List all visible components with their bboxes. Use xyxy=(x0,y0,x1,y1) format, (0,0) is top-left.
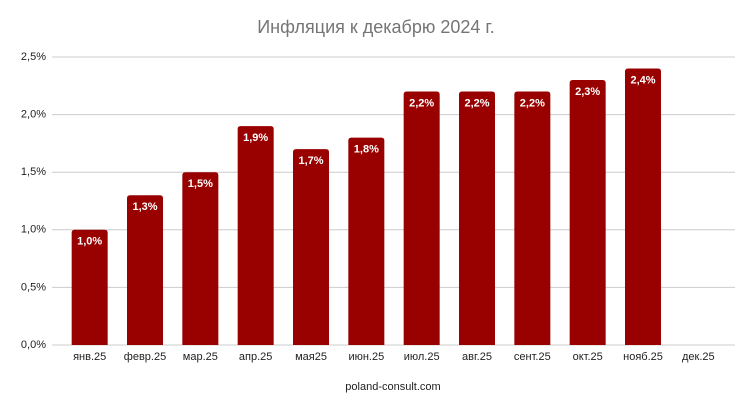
data-label: 2,4% xyxy=(630,74,655,86)
y-tick-label: 1,5% xyxy=(21,166,46,178)
y-tick-label: 0,5% xyxy=(21,281,46,293)
data-label: 2,3% xyxy=(575,86,600,98)
bar xyxy=(71,229,108,345)
bar xyxy=(459,91,495,345)
x-tick-label: мая25 xyxy=(295,351,327,363)
data-label: 2,2% xyxy=(464,97,489,109)
y-tick-label: 2,0% xyxy=(21,109,46,121)
x-tick-label: июл.25 xyxy=(404,351,440,363)
y-tick-label: 2,5% xyxy=(21,51,46,63)
bar xyxy=(348,137,385,345)
data-label: 1,9% xyxy=(243,132,268,144)
x-tick-label: авг.25 xyxy=(462,351,492,363)
y-tick-label: 1,0% xyxy=(21,224,46,236)
data-label: 1,0% xyxy=(77,236,102,248)
data-label: 2,2% xyxy=(409,97,434,109)
data-label: 1,7% xyxy=(298,155,323,167)
data-label: 2,2% xyxy=(520,97,545,109)
data-label: 1,5% xyxy=(188,178,213,190)
data-label: 1,3% xyxy=(132,201,157,213)
bar xyxy=(127,195,163,345)
bar xyxy=(514,91,551,345)
x-tick-label: нояб.25 xyxy=(623,351,663,363)
y-tick-label: 0,0% xyxy=(21,339,46,351)
x-tick-label: янв.25 xyxy=(73,351,106,363)
data-label: 1,8% xyxy=(354,144,379,156)
x-tick-label: окт.25 xyxy=(573,351,603,363)
x-tick-label: февр.25 xyxy=(124,351,166,363)
bar xyxy=(293,149,329,345)
x-tick-label: апр.25 xyxy=(239,351,272,363)
x-tick-label: сент.25 xyxy=(514,351,551,363)
x-axis-label: poland-consult.com xyxy=(345,381,440,393)
bar xyxy=(237,126,274,346)
x-tick-label: мар.25 xyxy=(183,351,218,363)
bar xyxy=(569,80,606,345)
x-tick-label: июн.25 xyxy=(348,351,384,363)
bar xyxy=(182,172,219,345)
bar xyxy=(625,68,661,346)
x-tick-label: дек.25 xyxy=(682,351,715,363)
bar xyxy=(403,91,440,345)
chart-title: Инфляция к декабрю 2024 г. xyxy=(257,17,495,37)
